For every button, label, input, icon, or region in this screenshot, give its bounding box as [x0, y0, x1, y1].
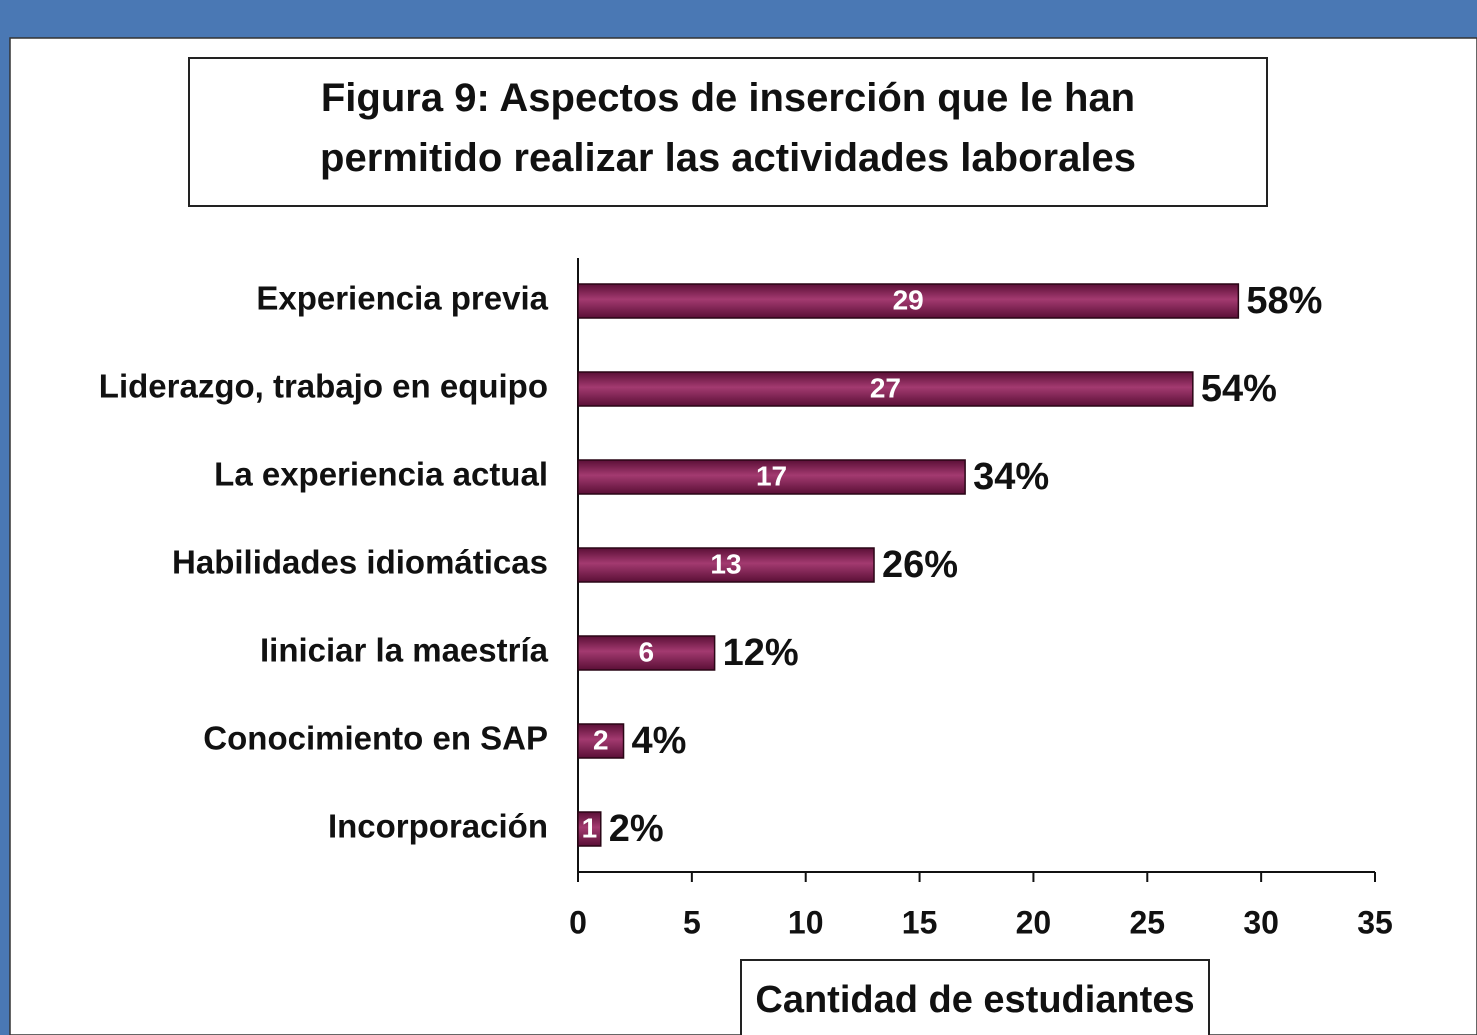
title-box [188, 57, 1268, 207]
data-label: 6 [639, 636, 655, 667]
x-tick-label: 20 [1016, 904, 1052, 940]
bar [577, 811, 602, 847]
x-tick-label: 10 [788, 904, 824, 940]
x-tick-label: 5 [683, 904, 701, 940]
percent-label: 34% [973, 456, 1049, 498]
x-tick-label: 0 [569, 904, 587, 940]
x-axis-label: Cantidad de estudiantes [755, 979, 1194, 1021]
y-tick-label: Liderazgo, trabajo en equipo [99, 368, 548, 405]
x-tick-label: 25 [1129, 904, 1165, 940]
y-tick-label: Iiniciar la maestría [260, 632, 549, 669]
percent-label: 54% [1201, 368, 1277, 410]
x-tick-label: 35 [1357, 904, 1393, 940]
bar [577, 547, 875, 583]
bar [577, 723, 625, 759]
bar [577, 371, 1194, 407]
bar [577, 459, 966, 495]
x-tick-label: 15 [902, 904, 938, 940]
data-label: 17 [756, 460, 787, 491]
percent-label: 2% [609, 808, 664, 850]
y-tick-label: Incorporación [328, 808, 548, 845]
data-label: 13 [710, 548, 741, 579]
y-tick-label: Conocimiento en SAP [203, 720, 548, 757]
bar [577, 283, 1240, 319]
data-label: 2 [593, 724, 609, 755]
y-tick-label: Habilidades idiomáticas [172, 544, 548, 581]
bar [577, 635, 716, 671]
axis-label-box [740, 959, 1210, 1035]
data-label: 29 [893, 284, 924, 315]
data-label: 1 [582, 812, 598, 843]
data-label: 27 [870, 372, 901, 403]
y-tick-label: Experiencia previa [256, 280, 548, 317]
percent-label: 26% [882, 544, 958, 586]
percent-label: 4% [632, 720, 687, 762]
x-tick-label: 30 [1243, 904, 1279, 940]
percent-label: 58% [1246, 280, 1322, 322]
y-tick-label: La experiencia actual [214, 456, 548, 493]
percent-label: 12% [723, 632, 799, 674]
chart-title: Figura 9: Aspectos de inserción que le h… [320, 76, 1136, 180]
